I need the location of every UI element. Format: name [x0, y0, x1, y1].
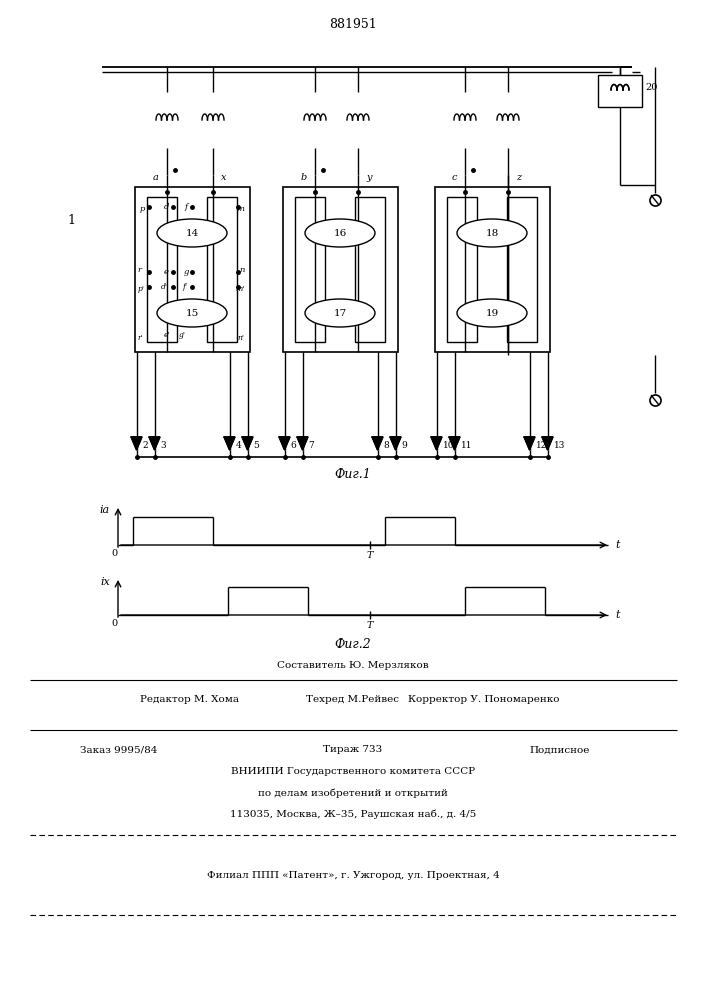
Ellipse shape	[157, 299, 227, 327]
Text: 19: 19	[486, 308, 498, 318]
Text: ia: ia	[100, 505, 110, 515]
Text: b: b	[300, 174, 307, 182]
Polygon shape	[149, 437, 160, 450]
Text: Заказ 9995/84: Заказ 9995/84	[80, 746, 158, 754]
Bar	[146, 197, 177, 342]
Text: g': g'	[179, 331, 186, 339]
Text: 17: 17	[334, 308, 346, 318]
Polygon shape	[224, 437, 235, 450]
Text: T: T	[367, 550, 373, 560]
Text: 15: 15	[185, 308, 199, 318]
Text: Составитель Ю. Мерзляков: Составитель Ю. Мерзляков	[277, 660, 429, 670]
Ellipse shape	[457, 219, 527, 247]
Text: ix: ix	[100, 577, 110, 587]
Text: 0: 0	[111, 548, 117, 558]
Text: Техред М.Рейвес: Техред М.Рейвес	[307, 696, 399, 704]
Text: T: T	[367, 620, 373, 630]
Text: z: z	[516, 174, 521, 182]
Polygon shape	[279, 437, 290, 450]
Text: 12: 12	[535, 440, 547, 450]
Text: 18: 18	[486, 229, 498, 237]
Text: 6: 6	[291, 440, 296, 450]
Bar	[507, 197, 537, 342]
Text: g: g	[184, 268, 189, 276]
Polygon shape	[372, 437, 383, 450]
Bar	[355, 197, 385, 342]
Bar	[295, 197, 325, 342]
Text: Фиг.1: Фиг.1	[334, 468, 371, 482]
Text: f: f	[185, 203, 188, 211]
Text: n': n'	[238, 334, 245, 342]
Polygon shape	[524, 437, 535, 450]
Text: n: n	[239, 266, 245, 274]
Ellipse shape	[157, 219, 227, 247]
Text: 13: 13	[554, 440, 565, 450]
Text: d: d	[164, 203, 169, 211]
Text: r: r	[137, 266, 141, 274]
Polygon shape	[390, 437, 401, 450]
Text: 1: 1	[67, 214, 75, 227]
Text: x: x	[221, 174, 226, 182]
Text: Редактор М. Хома: Редактор М. Хома	[140, 696, 239, 704]
Text: p: p	[139, 205, 145, 213]
Text: ВНИИПИ Государственного комитета СССР: ВНИИПИ Государственного комитета СССР	[231, 768, 475, 776]
Ellipse shape	[305, 219, 375, 247]
Text: e: e	[164, 268, 169, 276]
Bar	[207, 197, 237, 342]
Polygon shape	[297, 437, 308, 450]
Text: по делам изобретений и открытий: по делам изобретений и открытий	[258, 788, 448, 798]
Text: Фиг.2: Фиг.2	[334, 639, 371, 652]
Text: y: y	[366, 174, 371, 182]
Text: Корректор У. Пономаренко: Корректор У. Пономаренко	[409, 696, 560, 704]
Text: Подписное: Подписное	[530, 746, 590, 754]
Text: f': f'	[182, 283, 187, 291]
Ellipse shape	[305, 299, 375, 327]
Text: Филиал ППП «Патент», г. Ужгород, ул. Проектная, 4: Филиал ППП «Патент», г. Ужгород, ул. Про…	[206, 870, 499, 880]
Text: 4: 4	[235, 440, 241, 450]
Text: t: t	[615, 540, 619, 550]
Text: 20: 20	[645, 84, 658, 93]
Text: 14: 14	[185, 229, 199, 237]
Ellipse shape	[457, 299, 527, 327]
Text: e': e'	[163, 331, 170, 339]
Text: Тираж 733: Тираж 733	[323, 746, 382, 754]
Text: d': d'	[161, 283, 168, 291]
Text: 3: 3	[160, 440, 166, 450]
Text: c: c	[452, 174, 457, 182]
Bar	[447, 197, 477, 342]
Polygon shape	[449, 437, 460, 450]
Text: t: t	[615, 610, 619, 620]
Text: 881951: 881951	[329, 18, 377, 31]
Text: r': r'	[137, 334, 144, 342]
Text: 5: 5	[254, 440, 259, 450]
Text: 9: 9	[402, 440, 407, 450]
Text: p': p'	[137, 285, 144, 293]
Text: 7: 7	[308, 440, 314, 450]
Text: 16: 16	[334, 229, 346, 237]
Polygon shape	[242, 437, 253, 450]
Bar	[598, 75, 642, 107]
Text: a: a	[153, 174, 159, 182]
Text: 10: 10	[443, 440, 454, 450]
Text: 113035, Москва, Ж–35, Раушская наб., д. 4/5: 113035, Москва, Ж–35, Раушская наб., д. …	[230, 809, 476, 819]
Text: 11: 11	[460, 440, 472, 450]
Polygon shape	[431, 437, 442, 450]
Text: m: m	[237, 205, 245, 213]
Bar	[283, 187, 397, 352]
Bar	[134, 187, 250, 352]
Text: 2: 2	[143, 440, 148, 450]
Polygon shape	[542, 437, 553, 450]
Text: 0: 0	[111, 618, 117, 628]
Text: m': m'	[235, 285, 245, 293]
Polygon shape	[131, 437, 142, 450]
Text: 8: 8	[383, 440, 390, 450]
Bar	[435, 187, 549, 352]
